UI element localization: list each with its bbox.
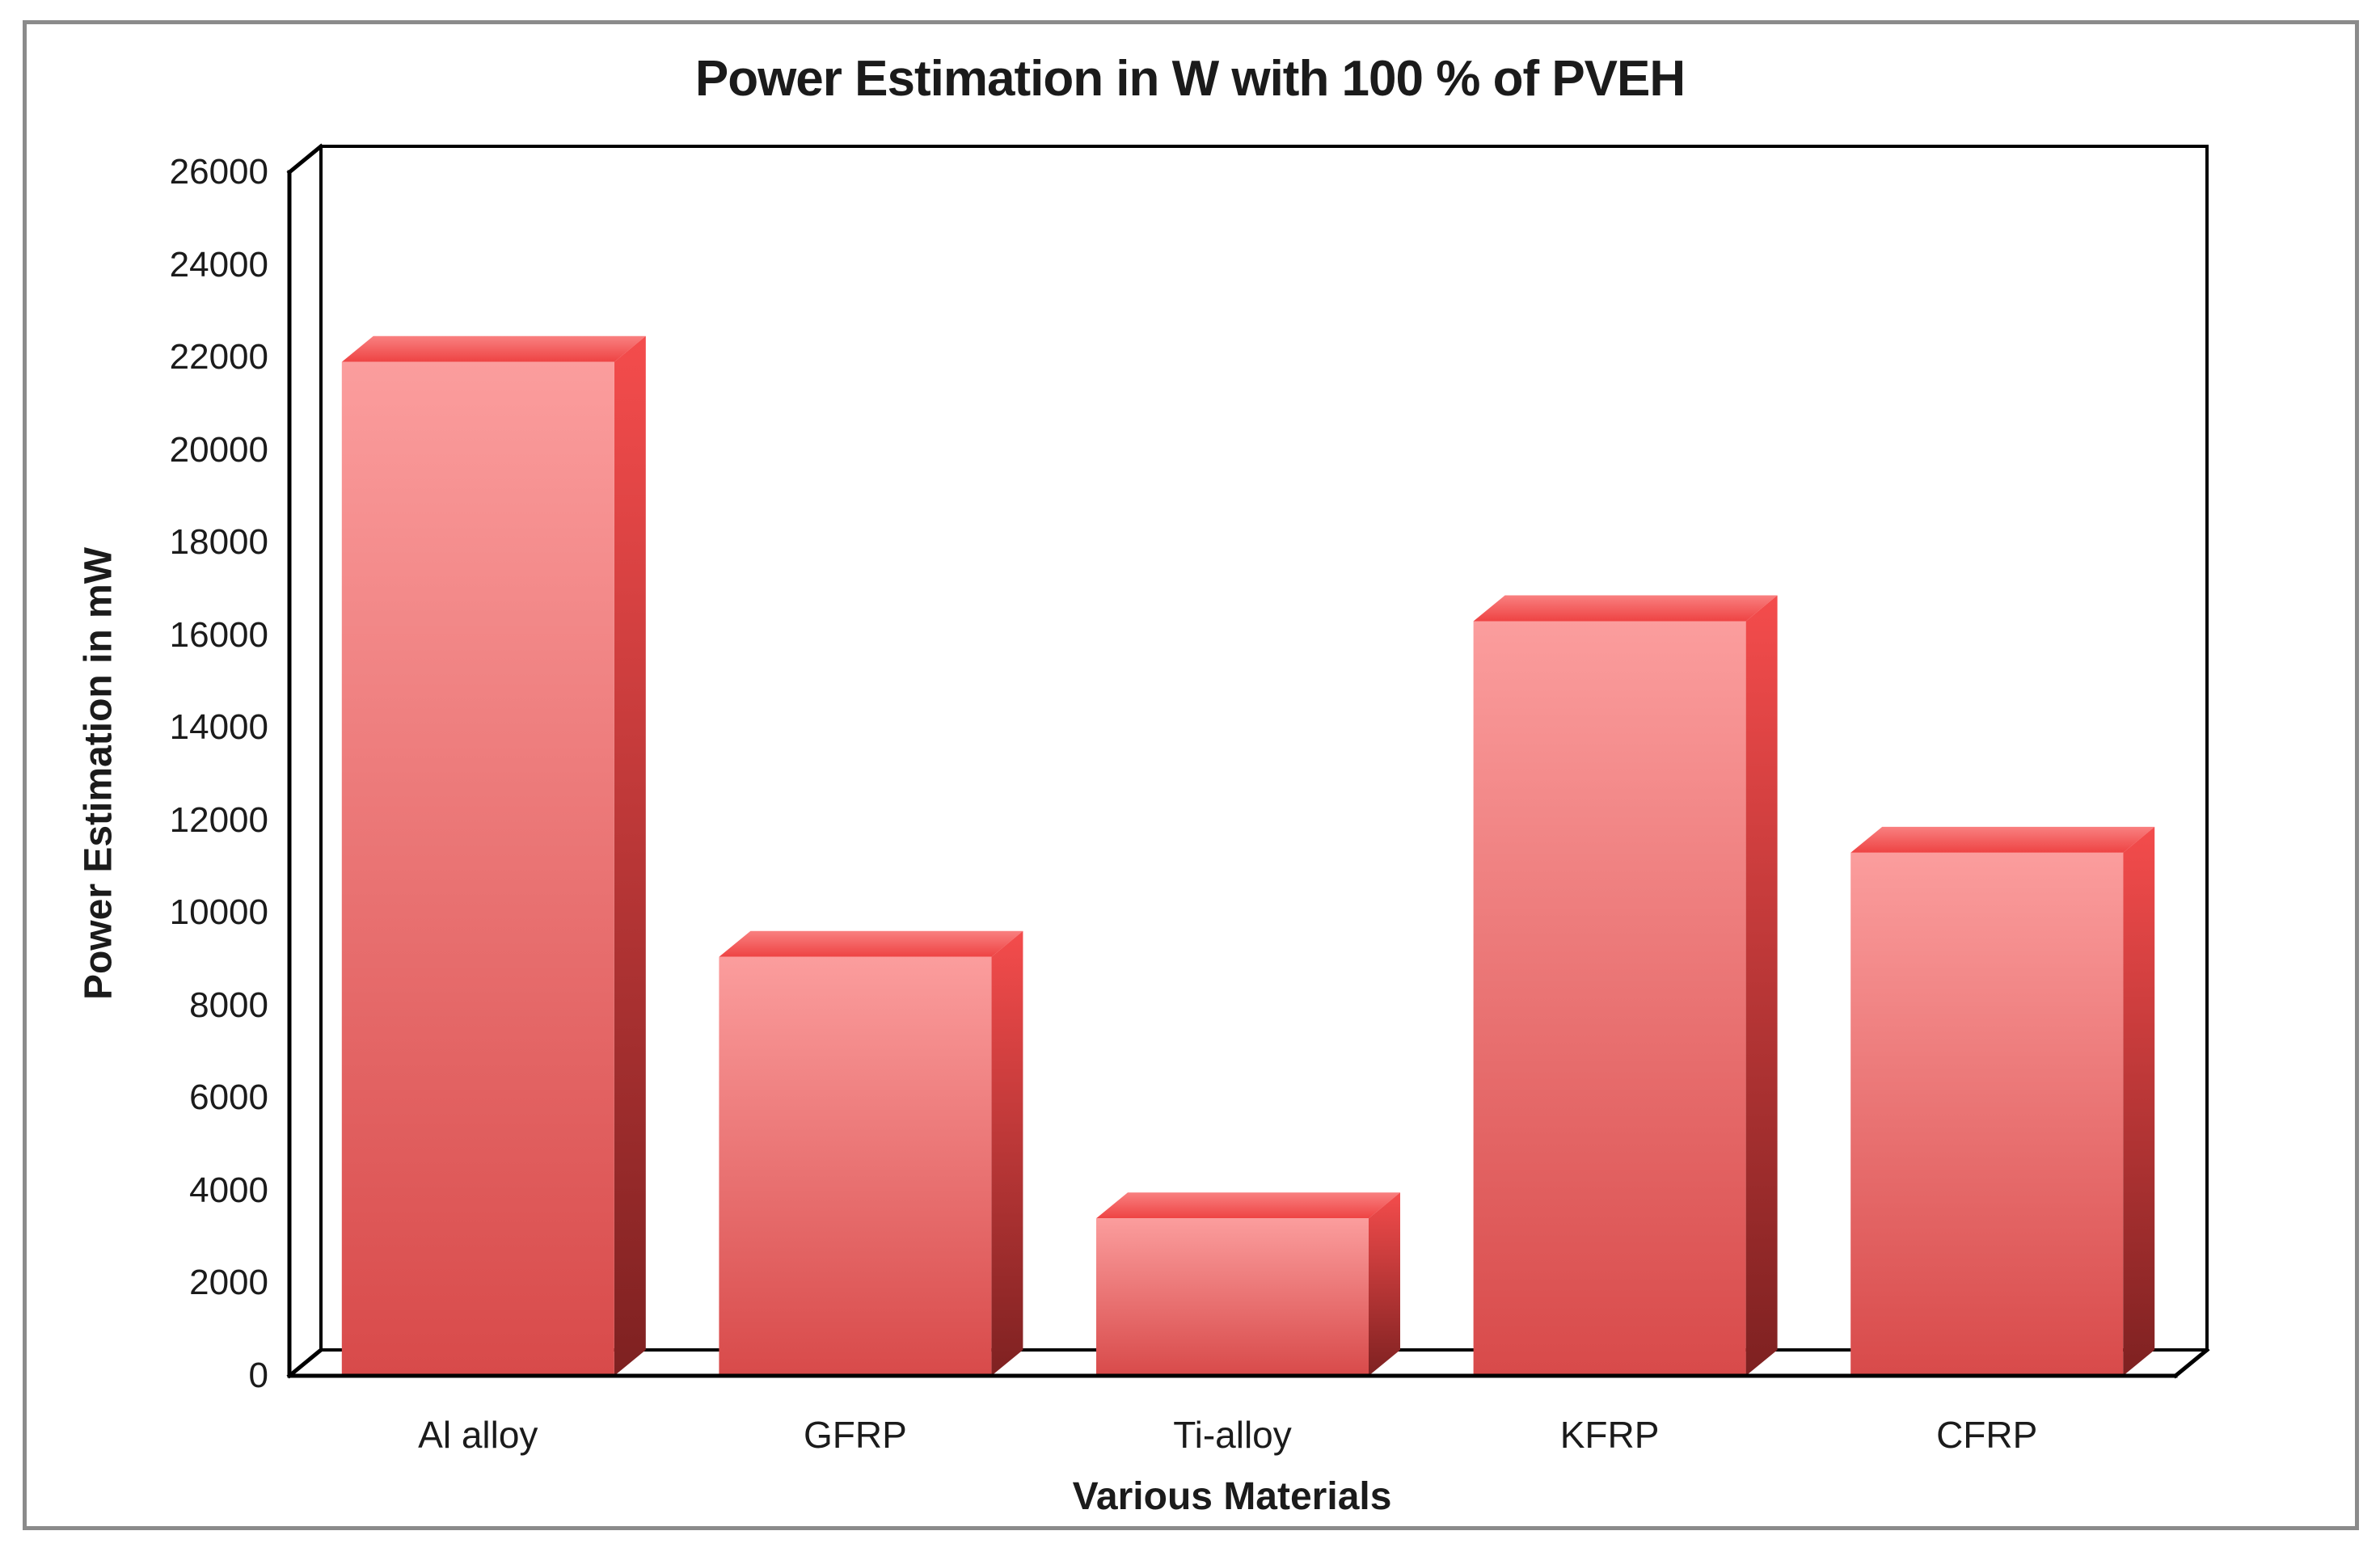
y-tick-label: 26000 bbox=[169, 152, 268, 192]
y-axis-title: Power Estimation in mW bbox=[77, 546, 120, 1001]
bar-top-face bbox=[1096, 1192, 1400, 1219]
x-category-label: GFRP bbox=[804, 1414, 907, 1456]
x-category-label: CFRP bbox=[1936, 1414, 2038, 1456]
x-category-label: Al alloy bbox=[418, 1414, 538, 1456]
y-tick-label: 12000 bbox=[169, 799, 268, 840]
y-tick-label: 18000 bbox=[169, 522, 268, 563]
y-tick-label: 6000 bbox=[189, 1078, 268, 1118]
bar-top-face bbox=[1850, 826, 2155, 853]
y-tick-label: 0 bbox=[248, 1356, 268, 1395]
bar-side-face bbox=[1745, 595, 1778, 1376]
bar-front-face bbox=[1096, 1218, 1369, 1376]
bar-front-face bbox=[1473, 621, 1746, 1376]
y-tick-label: 2000 bbox=[189, 1263, 268, 1303]
y-tick-label: 24000 bbox=[169, 244, 268, 285]
bar-top-face bbox=[1473, 595, 1778, 622]
bar-cfrp bbox=[1850, 826, 2155, 1376]
x-axis-title: Various Materials bbox=[1072, 1475, 1392, 1518]
bottom-right-depth-line bbox=[2172, 1347, 2210, 1379]
x-category-label: KFRP bbox=[1559, 1414, 1660, 1456]
y-tick-label: 14000 bbox=[169, 707, 268, 748]
x-category-label: Ti-alloy bbox=[1173, 1414, 1292, 1456]
bar-side-face bbox=[2123, 826, 2155, 1376]
bar-kfrp bbox=[1473, 595, 1778, 1376]
y-tick-label: 8000 bbox=[189, 985, 268, 1025]
bar-side-face bbox=[991, 930, 1023, 1376]
y-tick-label: 16000 bbox=[169, 614, 268, 655]
bar-side-face bbox=[1369, 1192, 1400, 1376]
bar-side-face bbox=[614, 335, 646, 1376]
bar-ti-alloy bbox=[1096, 1192, 1400, 1376]
bar-front-face bbox=[1850, 852, 2124, 1376]
bar-gfrp bbox=[719, 930, 1023, 1376]
top-left-depth-line bbox=[286, 143, 324, 175]
y-tick-label: 22000 bbox=[169, 337, 268, 377]
bar-top-face bbox=[719, 930, 1023, 957]
y-tick-label: 4000 bbox=[189, 1170, 268, 1210]
bar-top-face bbox=[341, 335, 646, 362]
chart-title: Power Estimation in W with 100 % of PVEH bbox=[694, 51, 1686, 107]
bar-front-face bbox=[341, 361, 614, 1376]
bar-front-face bbox=[719, 956, 992, 1376]
y-tick-label: 20000 bbox=[169, 429, 268, 470]
bar-al-alloy bbox=[341, 335, 646, 1376]
y-tick-label: 10000 bbox=[169, 892, 268, 933]
bottom-left-depth-line bbox=[286, 1347, 324, 1379]
